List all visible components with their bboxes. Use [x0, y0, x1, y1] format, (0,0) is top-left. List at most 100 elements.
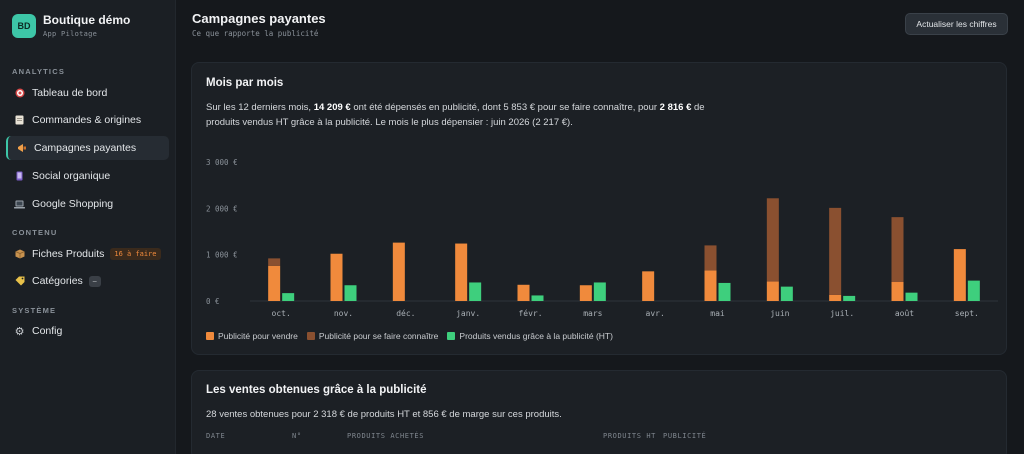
sidebar-item-label: Catégories: [32, 275, 83, 287]
target-icon: [14, 88, 25, 99]
bar-sell-0[interactable]: [268, 265, 281, 301]
bar-awareness-7[interactable]: [704, 245, 717, 271]
chart-legend: Publicité pour vendre Publicité pour se …: [206, 331, 622, 341]
x-tick-label: juin: [770, 309, 789, 318]
bar-awareness-8[interactable]: [766, 198, 779, 282]
legend-item-awareness[interactable]: Publicité pour se faire connaître: [306, 331, 439, 341]
sidebar-item-paid-campaigns[interactable]: Campagnes payantes: [6, 136, 169, 160]
x-tick-label: oct.: [272, 309, 291, 318]
y-tick-label: 2 000 €: [206, 204, 238, 213]
column-header-ad[interactable]: PUBLICITÉ: [663, 432, 707, 440]
gear-icon: ⚙: [14, 325, 25, 338]
section-title-analytics: ANALYTICS: [12, 67, 66, 76]
monthly-card: Mois par mois Sur les 12 derniers mois, …: [191, 62, 1007, 355]
sidebar-item-label: Commandes & origines: [32, 114, 142, 126]
sidebar: BD Boutique démo App Pilotage ANALYTICS …: [0, 0, 176, 454]
bar-sell-6[interactable]: [642, 271, 655, 301]
bar-sales-11[interactable]: [967, 280, 980, 301]
x-tick-label: juil.: [830, 309, 854, 318]
legend-item-sales[interactable]: Produits vendus grâce à la publicité (HT…: [447, 331, 613, 341]
sales-title: Les ventes obtenues grâce à la publicité: [206, 384, 427, 396]
legend-label: Publicité pour se faire connaître: [318, 331, 439, 341]
sidebar-item-config[interactable]: ⚙ Config: [6, 319, 169, 343]
sidebar-item-label: Google Shopping: [32, 198, 114, 210]
x-tick-label: nov.: [334, 309, 353, 318]
sidebar-item-label: Campagnes payantes: [34, 142, 137, 154]
bar-sell-4[interactable]: [517, 284, 530, 301]
page-title: Campagnes payantes: [192, 11, 326, 26]
legend-swatch: [206, 332, 214, 340]
megaphone-icon: [16, 143, 27, 154]
total-spend: 14 209 €: [313, 102, 351, 113]
bar-sales-3[interactable]: [469, 282, 482, 301]
sidebar-item-label: Tableau de bord: [32, 87, 108, 99]
document-icon: [14, 115, 25, 126]
legend-label: Produits vendus grâce à la publicité (HT…: [459, 331, 613, 341]
x-tick-label: avr.: [646, 309, 665, 318]
y-tick-label: 1 000 €: [206, 251, 238, 260]
refresh-button[interactable]: Actualiser les chiffres: [905, 13, 1008, 35]
brand[interactable]: BD Boutique démo App Pilotage: [12, 13, 130, 38]
section-title-system: SYSTÈME: [12, 306, 57, 315]
bar-sell-7[interactable]: [704, 270, 717, 301]
brand-name: Boutique démo: [43, 13, 131, 27]
bar-awareness-0[interactable]: [268, 258, 281, 266]
sidebar-item-label: Social organique: [32, 170, 111, 182]
phone-icon: [14, 171, 25, 182]
bar-sales-5[interactable]: [593, 282, 606, 301]
bar-sell-2[interactable]: [392, 242, 405, 301]
brand-subtitle: App Pilotage: [43, 30, 98, 38]
sidebar-item-product-sheets[interactable]: Fiches Produits 16 à faire: [6, 242, 169, 266]
x-tick-label: mai: [710, 309, 725, 318]
bar-sales-10[interactable]: [905, 292, 918, 301]
bar-sell-9[interactable]: [829, 294, 842, 301]
laptop-icon: [14, 199, 25, 210]
legend-swatch: [306, 332, 315, 340]
bar-sales-4[interactable]: [531, 295, 544, 301]
todo-badge: 16 à faire: [110, 248, 161, 260]
y-tick-label: 3 000 €: [206, 158, 238, 167]
x-tick-label: févr.: [518, 308, 542, 318]
brand-logo: BD: [12, 13, 36, 38]
bar-sell-5[interactable]: [579, 285, 592, 301]
monthly-title: Mois par mois: [206, 77, 284, 89]
legend-swatch: [447, 332, 456, 340]
column-header-number[interactable]: N°: [292, 432, 302, 440]
section-title-content: CONTENU: [12, 228, 58, 237]
bar-sell-1[interactable]: [330, 253, 343, 301]
bar-sell-11[interactable]: [953, 249, 966, 301]
sidebar-item-label: Config: [32, 325, 63, 337]
bar-sales-1[interactable]: [344, 285, 357, 301]
monthly-summary: Sur les 12 derniers mois, 14 209 € ont é…: [206, 102, 705, 128]
sales-summary: 28 ventes obtenues pour 2 318 € de produ…: [206, 409, 562, 420]
x-tick-label: janv.: [456, 309, 480, 318]
bar-sell-10[interactable]: [891, 282, 904, 301]
sidebar-item-label: Fiches Produits: [32, 248, 105, 260]
sidebar-item-categories[interactable]: Catégories –: [6, 269, 169, 293]
sidebar-item-dashboard[interactable]: Tableau de bord: [6, 81, 169, 105]
bar-awareness-9[interactable]: [829, 207, 842, 295]
count-badge: –: [88, 275, 101, 287]
bar-sales-9[interactable]: [843, 295, 856, 301]
column-header-date[interactable]: DATE: [206, 432, 226, 440]
page-subtitle: Ce que rapporte la publicité: [192, 29, 319, 38]
tag-icon: [14, 276, 25, 287]
column-header-products[interactable]: PRODUITS ACHETÉS: [347, 432, 425, 440]
column-header-products-ht[interactable]: PRODUITS HT: [603, 432, 656, 440]
bar-sell-3[interactable]: [455, 243, 468, 301]
bar-sell-8[interactable]: [766, 281, 779, 301]
sidebar-item-social[interactable]: Social organique: [6, 164, 169, 188]
x-tick-label: sept.: [955, 309, 979, 318]
x-tick-label: déc.: [396, 308, 415, 318]
legend-item-sell[interactable]: Publicité pour vendre: [206, 331, 298, 341]
y-tick-label: 0 €: [206, 297, 220, 306]
bar-sales-0[interactable]: [282, 293, 295, 301]
bar-awareness-10[interactable]: [891, 217, 904, 283]
legend-label: Publicité pour vendre: [218, 331, 298, 341]
bar-sales-7[interactable]: [718, 282, 731, 301]
sidebar-item-google-shopping[interactable]: Google Shopping: [6, 192, 169, 216]
sidebar-item-orders[interactable]: Commandes & origines: [6, 108, 169, 132]
bar-sales-8[interactable]: [780, 286, 793, 301]
x-tick-label: mars: [583, 309, 602, 318]
x-tick-label: août: [895, 309, 914, 318]
